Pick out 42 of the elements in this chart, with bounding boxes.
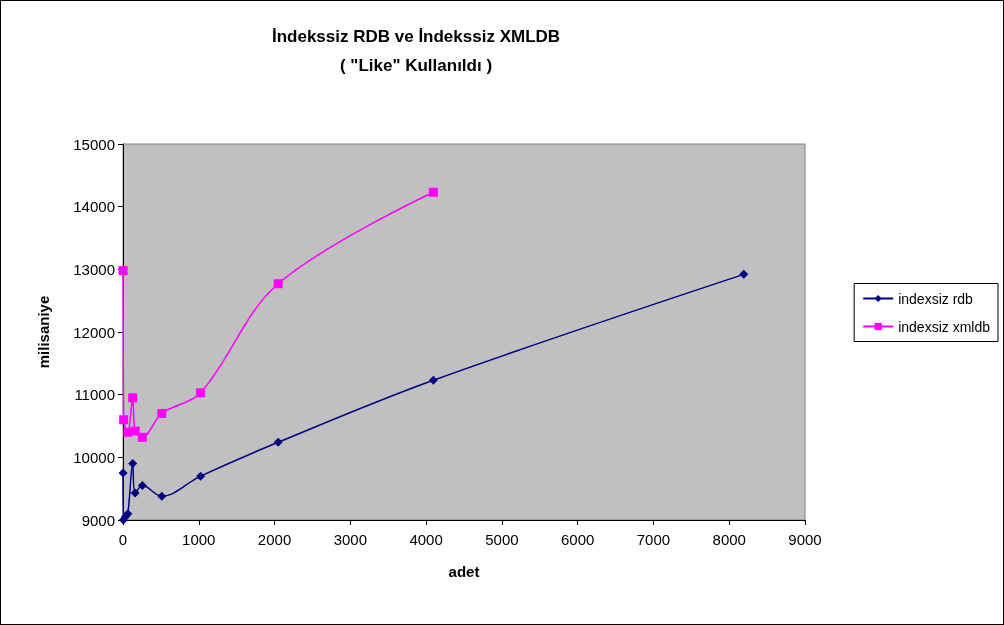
point bbox=[273, 279, 283, 289]
y-tick-label: 13000 bbox=[73, 260, 115, 278]
y-tick-label: 10000 bbox=[73, 448, 115, 466]
point bbox=[118, 266, 128, 276]
x-tick-label: 4000 bbox=[409, 531, 443, 548]
point bbox=[123, 427, 133, 437]
y-tick-label: 9000 bbox=[81, 511, 115, 529]
y-tick-label: 15000 bbox=[73, 135, 115, 153]
point bbox=[428, 375, 438, 385]
y-tick-label: 14000 bbox=[73, 198, 115, 216]
x-tick-label: 1000 bbox=[182, 531, 216, 548]
point bbox=[196, 471, 206, 481]
point bbox=[157, 491, 167, 501]
point bbox=[137, 432, 147, 442]
y-axis-title: milisaniye bbox=[35, 295, 52, 369]
legend-label: indexsiz xmldb bbox=[898, 318, 991, 335]
point bbox=[118, 468, 128, 478]
x-tick-label: 8000 bbox=[712, 531, 746, 548]
x-tick-label: 6000 bbox=[560, 531, 595, 548]
point bbox=[119, 415, 129, 425]
y-tick-label: 11000 bbox=[74, 386, 115, 404]
x-tick-label: 2000 bbox=[257, 531, 292, 548]
point bbox=[273, 437, 283, 447]
chart-subtitle: ( "Like" Kullanıldı ) bbox=[339, 56, 493, 75]
point bbox=[128, 459, 138, 469]
point bbox=[137, 481, 147, 491]
x-tick-label: 0 bbox=[118, 531, 128, 548]
point bbox=[128, 393, 138, 403]
point bbox=[130, 488, 140, 498]
point bbox=[196, 388, 206, 398]
y-tick-label: 12000 bbox=[73, 323, 115, 341]
x-tick-label: 9000 bbox=[788, 531, 822, 548]
x-tick-label: 5000 bbox=[485, 531, 519, 548]
x-axis-title: adet bbox=[448, 563, 480, 580]
point bbox=[739, 269, 749, 279]
chart-title: İndekssiz RDB ve İndekssiz XMLDB bbox=[271, 27, 561, 46]
point bbox=[428, 187, 438, 197]
point bbox=[157, 408, 167, 418]
legend-label: indexsiz rdb bbox=[898, 290, 974, 307]
x-tick-label: 3000 bbox=[333, 531, 368, 548]
point bbox=[130, 426, 140, 436]
x-tick-label: 7000 bbox=[636, 531, 671, 548]
